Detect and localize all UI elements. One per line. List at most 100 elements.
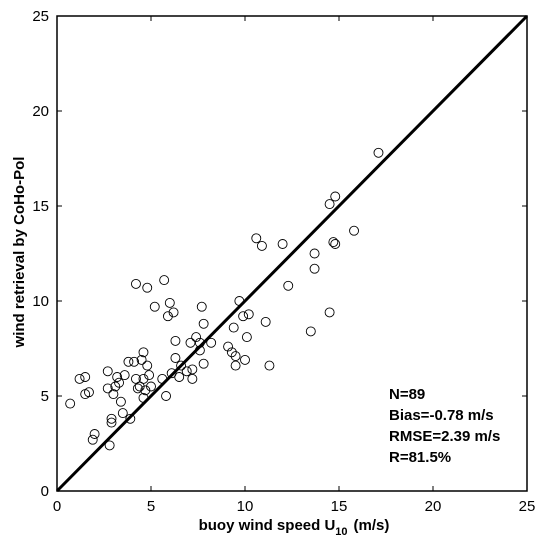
data-point [191,332,202,343]
x-tick-label: 10 [237,498,254,515]
data-point [170,335,181,346]
data-point [226,347,237,358]
data-point [181,366,192,377]
data-point [106,417,117,428]
x-tick-label: 5 [147,498,155,515]
x-axis-label-main: buoy wind speed U [199,517,336,534]
stat-bias: Bias=-0.78 m/s [389,407,494,424]
data-point [146,381,156,392]
data-point [117,408,128,419]
stat-rmse: RMSE=2.39 m/s [389,428,500,445]
y-tick-label: 25 [32,8,49,25]
data-point [125,413,136,424]
data-point [108,389,119,400]
data-point [102,366,113,377]
data-point [198,358,209,369]
data-point [330,239,341,249]
data-point [206,337,217,348]
y-tick-label: 0 [41,483,49,500]
data-point [123,356,134,367]
data-point [187,373,198,384]
data-point [74,373,85,384]
data-point [102,383,113,394]
x-axis-label-unit: (m/s) [354,517,390,534]
data-point [144,370,155,381]
x-tick-label: 20 [425,498,442,515]
x-tick-label: 0 [53,498,61,515]
stat-r: R=81.5% [389,449,451,466]
data-point [87,434,98,445]
data-point [324,307,335,318]
data-point [251,233,262,244]
data-point [174,372,185,382]
data-point [373,147,384,158]
data-point [230,360,241,371]
data-point [89,429,100,439]
data-point [159,275,170,286]
x-tick-label: 15 [331,498,348,515]
reference-line-layer [55,14,529,493]
data-point [115,396,126,407]
x-axis-label: buoy wind speed U10 (m/s) [199,517,390,538]
data-point [228,322,239,333]
data-point [84,387,94,398]
data-point [305,326,316,337]
x-tick-label: 25 [519,498,536,515]
one-to-one-line [55,14,529,493]
data-point [112,372,123,382]
x-axis-label-subscript: 10 [335,526,347,538]
data-point [142,360,153,371]
data-point [309,263,320,274]
data-point [283,280,294,291]
data-point [330,191,341,202]
y-tick-label: 20 [32,103,49,120]
data-point [119,370,130,381]
data-point [142,282,153,293]
ticks-layer: 0 5 10 15 20 25 0 5 10 15 20 25 [32,8,535,515]
data-point [170,353,181,363]
data-point [196,301,207,312]
axes-layer [56,15,528,492]
data-point [136,354,147,365]
data-point [80,372,91,382]
data-point [223,341,234,352]
y-tick-label: 15 [32,198,49,215]
data-point [149,301,160,312]
data-point [187,364,198,375]
data-point [114,377,124,388]
data-point [185,337,196,348]
data-point [164,297,175,308]
data-point [65,398,76,409]
data-point [240,354,250,365]
y-tick-label: 10 [32,293,49,310]
data-point [264,360,275,371]
data-point [243,309,254,320]
data-point [110,381,121,392]
plot-frame [56,15,528,492]
data-point [198,318,209,329]
data-point [256,240,267,251]
data-point [328,237,339,248]
data-point [140,385,151,396]
data-point [104,440,115,451]
data-point [324,199,335,210]
stat-n: N=89 [389,386,425,403]
y-tick-label: 5 [41,388,49,405]
data-point [162,311,173,322]
data-point [157,373,168,384]
data-point [161,391,171,401]
data-point [230,351,241,362]
data-point [349,225,359,236]
data-point [194,345,205,356]
statistics-annotation: N=89 Bias=-0.78 m/s RMSE=2.39 m/s R=81.5… [389,386,500,466]
data-point [138,373,149,384]
data-point [138,347,149,358]
data-point [131,278,141,289]
data-point [241,332,252,343]
data-point [138,392,149,403]
data-point [168,307,179,318]
data-point [277,239,288,249]
data-point [106,413,117,424]
